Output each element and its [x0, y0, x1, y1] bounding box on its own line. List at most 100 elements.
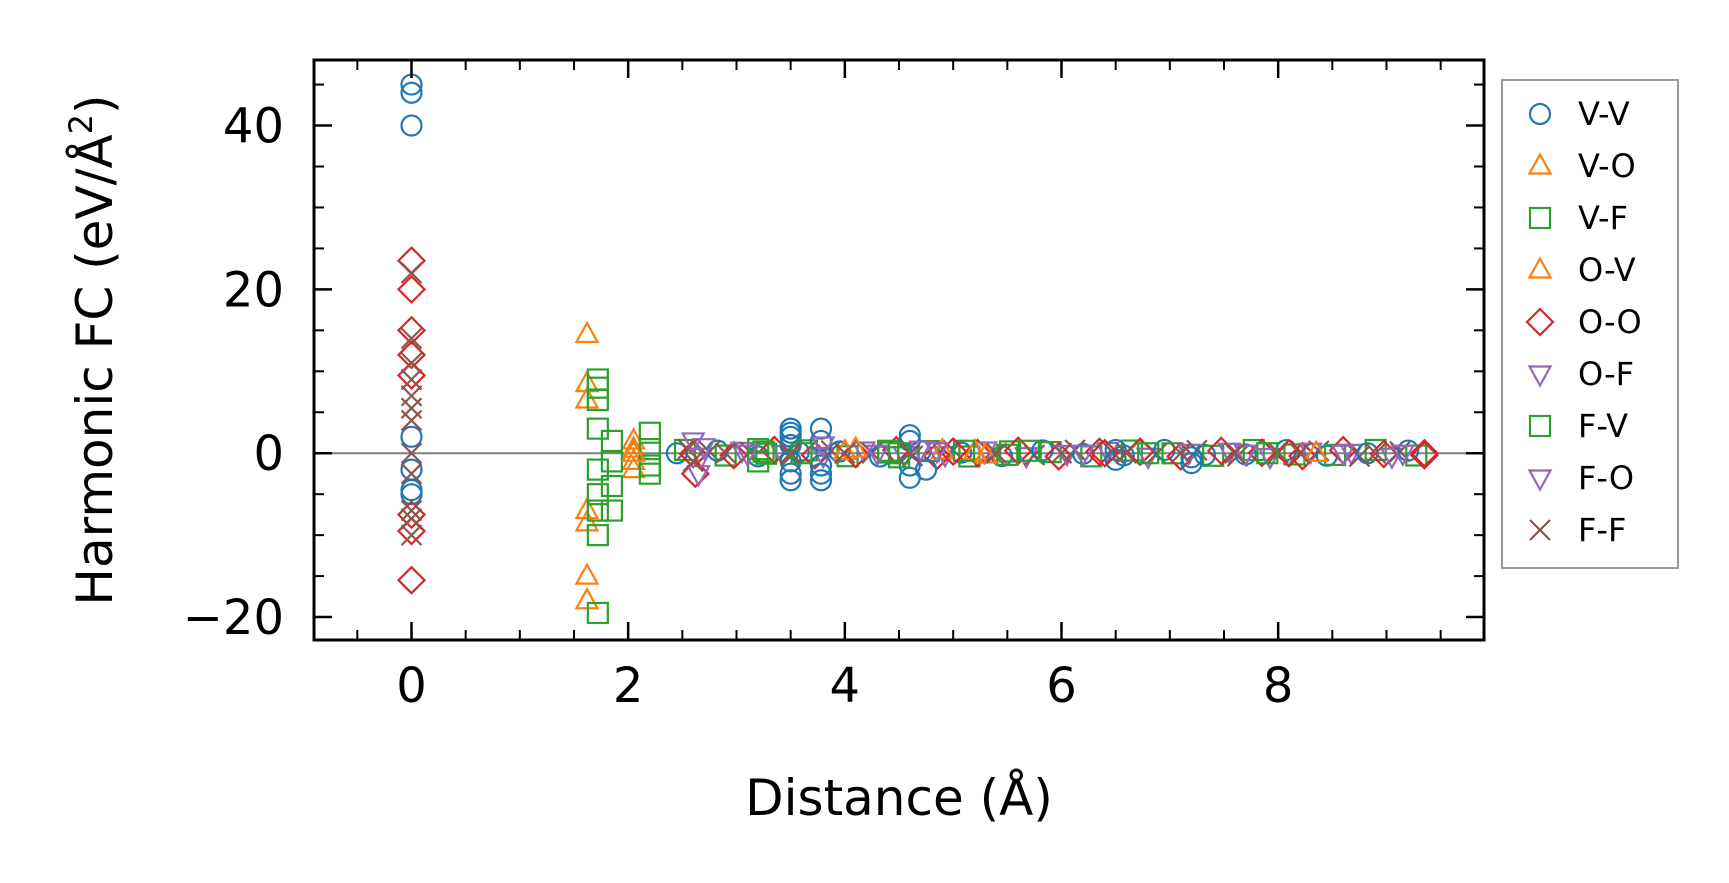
band-point — [1166, 441, 1196, 472]
data-point — [1303, 439, 1329, 462]
band-point — [714, 444, 737, 467]
band-point — [1405, 444, 1428, 467]
x-tick-label: 8 — [1263, 658, 1294, 714]
data-point — [809, 462, 833, 485]
data-point — [985, 442, 1008, 464]
data-point — [400, 442, 423, 464]
band-point — [1356, 442, 1379, 465]
band-point — [1409, 440, 1439, 470]
data-point — [779, 442, 802, 464]
legend-label: V-V — [1578, 95, 1630, 133]
data-point — [1070, 444, 1096, 467]
data-point — [600, 450, 624, 473]
legend-label: F-F — [1578, 511, 1626, 549]
x-axis-label: Distance (Å) — [745, 769, 1053, 827]
band-point — [1206, 436, 1236, 466]
band-point — [719, 440, 749, 470]
data-point — [396, 246, 427, 276]
data-point — [832, 437, 858, 461]
legend-label: O-O — [1578, 303, 1642, 341]
data-point — [396, 565, 427, 595]
data-point — [400, 462, 423, 485]
data-point — [396, 340, 427, 370]
data-point — [1330, 444, 1356, 467]
data-point — [400, 327, 423, 350]
data-point — [924, 442, 950, 465]
plot-frame — [312, 58, 1486, 642]
data-point — [1115, 442, 1138, 464]
data-point — [1137, 442, 1160, 465]
legend-label: V-O — [1578, 147, 1636, 185]
band-point — [828, 440, 851, 463]
legend-label: O-V — [1578, 251, 1636, 289]
data-point — [396, 500, 427, 530]
data-point — [1169, 442, 1192, 464]
band-point — [950, 441, 973, 464]
legend-marker — [1528, 102, 1552, 126]
data-point — [810, 436, 836, 459]
data-point — [1390, 444, 1416, 467]
data-point — [809, 417, 833, 440]
data-point — [621, 439, 646, 462]
data-point — [952, 439, 976, 462]
data-point — [1409, 438, 1439, 468]
legend-label: F-V — [1578, 407, 1628, 445]
data-point — [400, 425, 423, 448]
data-point — [734, 444, 760, 467]
data-point — [682, 450, 704, 473]
x-tick-label: 4 — [830, 658, 861, 714]
data-point — [586, 376, 609, 399]
y-tick-label: 0 — [253, 426, 284, 482]
legend-marker — [1528, 206, 1552, 230]
data-point — [400, 368, 423, 391]
data-point — [638, 438, 661, 461]
data-point — [600, 429, 624, 453]
data-point — [1256, 442, 1279, 465]
legend-label: O-F — [1578, 355, 1634, 393]
legend-marker — [1527, 469, 1553, 492]
data-point — [574, 320, 600, 344]
data-point — [1090, 438, 1120, 468]
band-point — [1120, 439, 1144, 462]
x-tick-label: 0 — [396, 658, 427, 714]
x-tick-label: 2 — [613, 658, 644, 714]
data-point — [1274, 438, 1304, 468]
y-tick-label: −20 — [183, 590, 284, 646]
data-point — [680, 432, 706, 455]
data-point — [400, 114, 423, 137]
data-point — [1224, 442, 1246, 464]
data-point — [400, 458, 423, 481]
data-point — [809, 469, 833, 492]
data-point — [1289, 442, 1311, 464]
y-axis-label-main: Harmonic FC (eV/Å — [66, 134, 124, 605]
data-point — [400, 524, 423, 546]
legend-marker — [1527, 152, 1553, 175]
y-axis-label: Harmonic FC (eV/Å2) — [62, 94, 124, 605]
data-point — [899, 442, 921, 464]
data-point — [600, 499, 624, 522]
data-point — [714, 442, 737, 464]
legend-marker — [1527, 256, 1553, 279]
data-point — [908, 440, 934, 463]
legend-label: V-F — [1578, 199, 1628, 237]
data-point — [400, 262, 423, 284]
data-point — [400, 499, 423, 522]
data-point — [638, 421, 661, 444]
data-point — [400, 397, 423, 419]
data-point — [1364, 442, 1387, 464]
data-point — [914, 458, 938, 481]
data-point — [973, 441, 999, 464]
data-point — [586, 458, 609, 481]
band-point — [1054, 444, 1080, 468]
data-point — [586, 483, 609, 506]
data-point — [586, 601, 609, 625]
data-point — [586, 417, 609, 440]
legend-marker — [1525, 307, 1555, 337]
data-point — [400, 81, 423, 104]
data-point — [691, 438, 717, 461]
data-point — [396, 360, 427, 390]
data-point — [586, 524, 609, 547]
data-point — [1180, 451, 1203, 475]
data-point — [396, 274, 427, 304]
